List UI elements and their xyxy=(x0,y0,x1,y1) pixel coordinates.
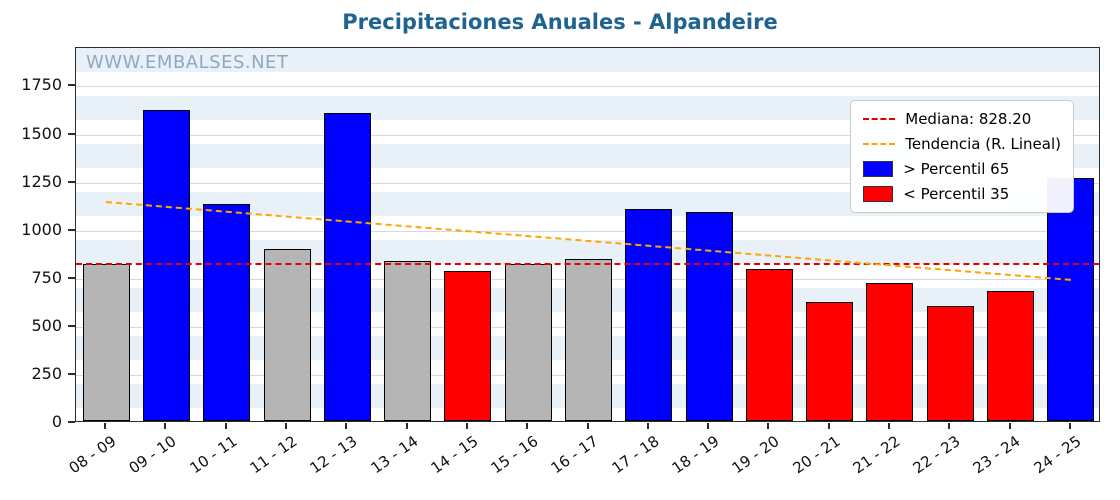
x-tick-mark xyxy=(1008,423,1011,429)
y-tick-label: 1000 xyxy=(21,219,62,239)
x-tick-label: 19 - 20 xyxy=(728,432,783,478)
x-tick-label: 14 - 15 xyxy=(427,432,482,478)
x-tick-mark xyxy=(345,423,348,429)
x-tick-mark xyxy=(646,423,649,429)
gridline xyxy=(76,182,1099,184)
chart-title: Precipitaciones Anuales - Alpandeire xyxy=(342,10,778,34)
x-tick-mark xyxy=(224,423,227,429)
x-tick-mark xyxy=(405,423,408,429)
y-tick-label: 1500 xyxy=(21,123,62,143)
y-tick-mark xyxy=(68,372,75,375)
x-tick-label: 08 - 09 xyxy=(65,432,120,478)
bar xyxy=(1047,177,1095,421)
x-tick-label: 17 - 18 xyxy=(608,432,663,478)
y-tick-mark xyxy=(68,132,75,135)
bar xyxy=(745,269,793,421)
y-tick-label: 500 xyxy=(31,315,62,335)
bar xyxy=(384,261,432,421)
p65-patch-swatch xyxy=(863,161,894,177)
bar xyxy=(625,209,673,421)
x-tick-mark xyxy=(887,423,890,429)
gridline xyxy=(76,86,1099,88)
plot-area: WWW.EMBALSES.NET Mediana: 828.20 Tendenc… xyxy=(75,47,1100,422)
p35-patch-swatch xyxy=(863,186,894,202)
legend: Mediana: 828.20 Tendencia (R. Lineal) > … xyxy=(850,100,1074,213)
y-tick-mark xyxy=(68,84,75,87)
x-tick-mark xyxy=(767,423,770,429)
y-tick-mark xyxy=(68,228,75,231)
bar xyxy=(444,271,492,421)
bar xyxy=(82,264,130,421)
gridline xyxy=(76,230,1099,232)
x-tick-mark xyxy=(707,423,710,429)
y-tick-label: 1250 xyxy=(21,171,62,191)
legend-p35-label: < Percentil 35 xyxy=(903,185,1010,203)
x-tick-label: 16 - 17 xyxy=(547,432,602,478)
legend-trend-label: Tendencia (R. Lineal) xyxy=(905,135,1061,153)
x-tick-label: 24 - 25 xyxy=(1030,432,1085,478)
bar xyxy=(203,203,251,421)
y-tick-label: 750 xyxy=(31,267,62,287)
median-line xyxy=(76,262,1099,265)
y-tick-label: 250 xyxy=(31,363,62,383)
x-tick-label: 20 - 21 xyxy=(789,432,844,478)
x-tick-mark xyxy=(164,423,167,429)
x-tick-label: 18 - 19 xyxy=(668,432,723,478)
bar xyxy=(323,113,371,421)
legend-item-p35: < Percentil 35 xyxy=(863,185,1061,203)
legend-item-p65: > Percentil 65 xyxy=(863,160,1061,178)
x-tick-label: 21 - 22 xyxy=(849,432,904,478)
x-tick-mark xyxy=(285,423,288,429)
trend-line-swatch xyxy=(863,143,896,145)
x-tick-label: 10 - 11 xyxy=(186,432,241,478)
y-tick-mark xyxy=(68,276,75,279)
legend-p65-label: > Percentil 65 xyxy=(903,160,1010,178)
watermark: WWW.EMBALSES.NET xyxy=(86,52,289,73)
y-tick-mark xyxy=(68,421,75,423)
x-tick-label: 11 - 12 xyxy=(246,432,301,478)
x-tick-label: 12 - 13 xyxy=(306,432,361,478)
x-tick-label: 23 - 24 xyxy=(970,432,1024,478)
bar xyxy=(263,248,311,421)
x-tick-label: 15 - 16 xyxy=(487,432,542,478)
y-tick-mark xyxy=(68,180,75,183)
legend-median-label: Mediana: 828.20 xyxy=(905,110,1032,128)
x-tick-mark xyxy=(948,423,951,429)
gridline xyxy=(76,134,1099,136)
bar xyxy=(685,212,733,421)
y-tick-label: 1750 xyxy=(21,75,62,95)
y-tick-label: 0 xyxy=(51,412,62,431)
x-tick-mark xyxy=(827,423,830,429)
x-tick-mark xyxy=(1068,423,1071,429)
x-tick-label: 22 - 23 xyxy=(909,432,964,478)
x-tick-mark xyxy=(104,423,107,429)
x-tick-mark xyxy=(465,423,468,429)
bar xyxy=(806,301,854,421)
legend-item-trend: Tendencia (R. Lineal) xyxy=(863,135,1061,153)
bar xyxy=(866,282,914,421)
bar xyxy=(142,110,190,421)
x-tick-label: 09 - 10 xyxy=(125,432,180,478)
median-line-swatch xyxy=(863,118,896,120)
x-tick-mark xyxy=(586,423,589,429)
legend-item-median: Mediana: 828.20 xyxy=(863,110,1061,128)
y-tick-mark xyxy=(68,324,75,327)
x-tick-label: 13 - 14 xyxy=(367,432,421,478)
x-tick-mark xyxy=(526,423,529,429)
bar xyxy=(987,291,1035,421)
bar xyxy=(926,305,974,421)
bar xyxy=(565,259,612,421)
bar xyxy=(504,264,552,421)
